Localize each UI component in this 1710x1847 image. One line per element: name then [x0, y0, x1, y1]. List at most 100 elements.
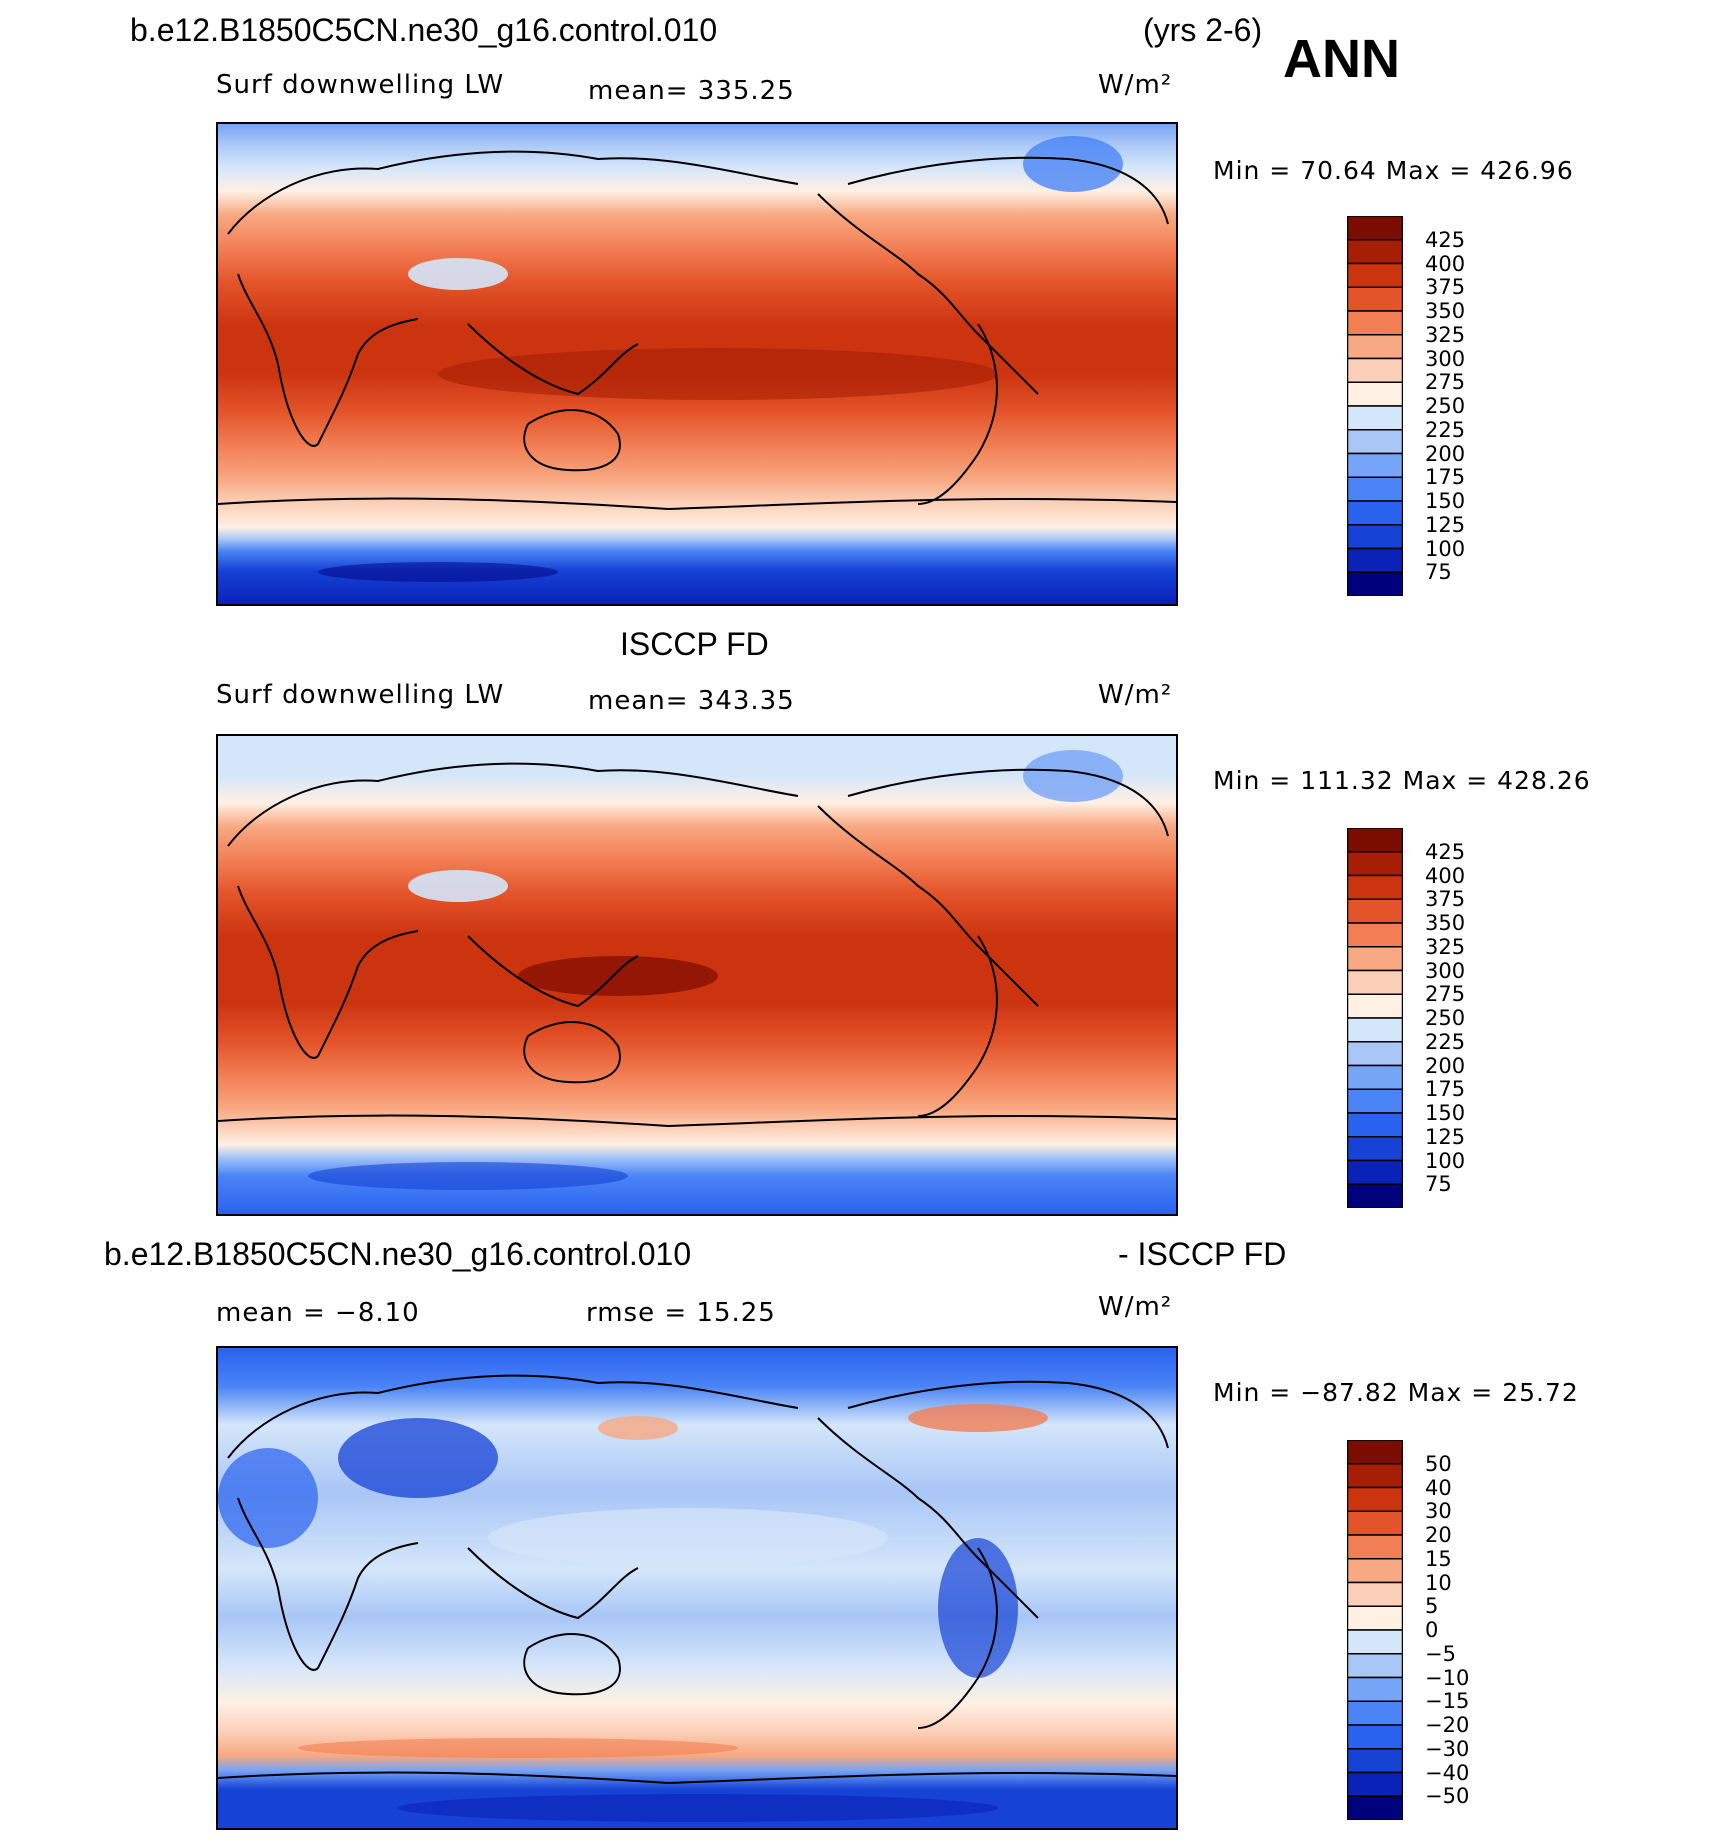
colorbar-swatch [1347, 1112, 1403, 1138]
colorbar-swatch [1347, 1581, 1403, 1607]
panel3-rmse: rmse = 15.25 [586, 1298, 776, 1328]
panel3-colorbar-swatches [1347, 1440, 1403, 1820]
colorbar-tick-label: 150 [1425, 489, 1466, 513]
colorbar-tick-label: −40 [1425, 1760, 1470, 1785]
panel3-africa-negative [218, 1448, 318, 1548]
panel1-map [216, 122, 1178, 606]
colorbar-swatch [1347, 1534, 1403, 1560]
colorbar-swatch [1347, 1653, 1403, 1679]
panel3-antarctic-negative [398, 1794, 998, 1822]
colorbar-swatch [1347, 357, 1403, 383]
colorbar-tick-label: 400 [1425, 251, 1466, 276]
colorbar-swatch [1347, 239, 1403, 265]
colorbar-tick-label: 325 [1425, 322, 1466, 347]
colorbar-tick-label: 250 [1425, 1006, 1466, 1030]
panel1-antarctic-min [318, 562, 558, 582]
colorbar-tick-label: 300 [1425, 346, 1466, 371]
colorbar-swatch [1347, 547, 1403, 573]
panel3-atlantic-positive [908, 1404, 1048, 1432]
colorbar-tick-label: 375 [1425, 275, 1466, 300]
panel3-minmax: Min = −87.82 Max = 25.72 [1213, 1378, 1579, 1407]
colorbar-swatch [1347, 1605, 1403, 1631]
colorbar-swatch [1347, 334, 1403, 360]
colorbar-tick-label: 200 [1425, 1053, 1466, 1078]
colorbar-swatch [1347, 216, 1403, 241]
panel1-colorbar [1347, 216, 1403, 596]
colorbar-tick-label: 10 [1425, 1570, 1452, 1595]
colorbar-tick-label: −20 [1425, 1713, 1470, 1737]
colorbar-swatch [1347, 1136, 1403, 1162]
colorbar-tick-label: 275 [1425, 982, 1466, 1007]
colorbar-tick-label: 200 [1425, 441, 1466, 466]
colorbar-tick-label: −15 [1425, 1689, 1470, 1714]
colorbar-swatch [1347, 1463, 1403, 1489]
panel2-minmax: Min = 111.32 Max = 428.26 [1213, 766, 1591, 795]
panel2-tibet [408, 870, 508, 902]
panel3-units: W/m² [1098, 1292, 1173, 1322]
colorbar-swatch [1347, 1017, 1403, 1043]
panel1-colorbar-swatches [1347, 216, 1403, 596]
panel3-coastlines [218, 1374, 1176, 1785]
colorbar-tick-label: 125 [1425, 1124, 1466, 1149]
colorbar-swatch [1347, 452, 1403, 478]
panel1-variable: Surf downwelling LW [216, 70, 505, 100]
colorbar-tick-label: 15 [1425, 1546, 1452, 1571]
panel1-units: W/m² [1098, 70, 1173, 100]
colorbar-tick-label: −50 [1425, 1784, 1470, 1809]
colorbar-tick-label: 400 [1425, 863, 1466, 888]
colorbar-swatch [1347, 1629, 1403, 1655]
colorbar-swatch [1347, 1088, 1403, 1114]
panel3-asia-negative [338, 1418, 498, 1498]
panel2-colorbar [1347, 828, 1403, 1208]
colorbar-tick-label: −5 [1425, 1641, 1456, 1666]
panel2-variable: Surf downwelling LW [216, 680, 505, 710]
colorbar-swatch [1347, 310, 1403, 336]
colorbar-swatch [1347, 1440, 1403, 1465]
colorbar-tick-label: 150 [1425, 1101, 1466, 1125]
colorbar-swatch [1347, 1676, 1403, 1702]
panel2-units: W/m² [1098, 680, 1173, 710]
colorbar-tick-label: 350 [1425, 911, 1466, 935]
colorbar-tick-label: 175 [1425, 1077, 1466, 1102]
case-title: b.e12.B1850C5CN.ne30_g16.control.010 [130, 12, 718, 48]
colorbar-swatch [1347, 476, 1403, 502]
panel3-southern-ocean-positive [298, 1738, 738, 1758]
colorbar-tick-label: 275 [1425, 370, 1466, 395]
colorbar-swatch [1347, 898, 1403, 924]
colorbar-swatch [1347, 922, 1403, 948]
colorbar-swatch [1347, 1183, 1403, 1208]
colorbar-tick-label: 75 [1425, 560, 1452, 585]
panel2-greenland [1023, 750, 1123, 802]
panel3-colorbar [1347, 1440, 1403, 1820]
panel3-map [216, 1346, 1178, 1830]
colorbar-swatch [1347, 500, 1403, 526]
colorbar-tick-label: −10 [1425, 1665, 1470, 1690]
panel1-coastlines [218, 150, 1176, 511]
panel1-mean: mean= 335.25 [588, 76, 795, 106]
colorbar-tick-label: 5 [1425, 1594, 1439, 1619]
colorbar-swatch [1347, 946, 1403, 972]
colorbar-swatch [1347, 1510, 1403, 1536]
colorbar-swatch [1347, 1771, 1403, 1797]
colorbar-tick-label: 0 [1425, 1618, 1439, 1642]
colorbar-tick-label: 300 [1425, 958, 1466, 983]
colorbar-swatch [1347, 851, 1403, 877]
colorbar-tick-label: −30 [1425, 1736, 1470, 1761]
colorbar-swatch [1347, 874, 1403, 900]
colorbar-swatch [1347, 1486, 1403, 1512]
colorbar-tick-label: 75 [1425, 1172, 1452, 1197]
colorbar-swatch [1347, 571, 1403, 596]
panel2-colorbar-swatches [1347, 828, 1403, 1208]
colorbar-swatch [1347, 828, 1403, 853]
colorbar-tick-label: 225 [1425, 417, 1466, 442]
panel2-mean: mean= 343.35 [588, 686, 795, 716]
colorbar-swatch [1347, 1748, 1403, 1774]
panel3-title-right: - ISCCP FD [1118, 1236, 1287, 1272]
colorbar-tick-label: 30 [1425, 1499, 1452, 1524]
colorbar-tick-label: 350 [1425, 299, 1466, 323]
colorbar-tick-label: 425 [1425, 227, 1466, 252]
colorbar-tick-label: 20 [1425, 1523, 1452, 1547]
panel2-map [216, 734, 1178, 1216]
colorbar-tick-label: 100 [1425, 1148, 1466, 1173]
colorbar-swatch [1347, 1064, 1403, 1090]
